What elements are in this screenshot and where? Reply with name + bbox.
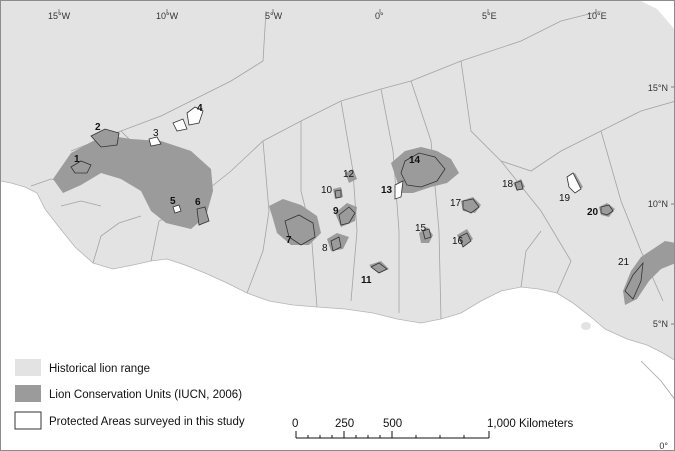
site-label-11: 11 (361, 275, 372, 286)
pa-20 (600, 204, 614, 216)
pa-6 (196, 206, 210, 226)
pa-3 (148, 136, 162, 147)
legend-label-protected-areas: Protected Areas surveyed in this study (49, 416, 245, 428)
pa-18 (514, 180, 524, 191)
scale-label-250: 250 (335, 418, 354, 430)
site-label-15: 15 (415, 223, 427, 234)
pa-19 (566, 172, 582, 194)
scale-label-0: 0 (292, 418, 298, 430)
legend-label-lcu: Lion Conservation Units (IUCN, 2006) (49, 389, 242, 401)
lon-label-5e: 5°E (482, 11, 497, 21)
site-label-4: 4 (197, 103, 203, 114)
graticule: 15°W 10°W 5°W 0° 5°E 10°E 15°N 10°N 5°N … (48, 9, 674, 451)
scale-bar (295, 431, 490, 439)
site-label-5: 5 (170, 196, 176, 207)
site-label-9: 9 (333, 206, 339, 217)
lat-label-0: 0° (659, 441, 668, 451)
legend-swatch-lcu (15, 385, 41, 402)
pa-10 (334, 189, 342, 199)
site-label-19: 19 (559, 193, 571, 204)
site-label-12: 12 (343, 169, 355, 180)
site-label-17: 17 (450, 198, 462, 209)
lon-label-10w: 10°W (156, 11, 179, 21)
site-label-13: 13 (381, 185, 393, 196)
pa-15 (422, 228, 432, 240)
lat-label-15n: 15°N (648, 83, 668, 93)
site-labels: 1 2 3 4 5 6 7 8 9 10 11 12 13 14 15 16 1… (74, 103, 630, 286)
scale-label-500: 500 (383, 418, 402, 430)
site-label-3: 3 (153, 128, 159, 139)
lcu-west (53, 136, 213, 229)
protected-areas (70, 106, 644, 300)
site-label-20: 20 (587, 207, 599, 218)
site-label-6: 6 (195, 197, 201, 208)
pa-16 (458, 232, 472, 248)
pa-9 (338, 206, 356, 226)
legend-swatch-protected-areas (14, 411, 42, 430)
site-label-14: 14 (409, 155, 421, 166)
pa-13 (394, 180, 404, 200)
lat-label-5n: 5°N (653, 319, 668, 329)
historical-lion-range (1, 1, 674, 360)
pa-8 (330, 236, 342, 252)
legend-label-historical-range: Historical lion range (49, 363, 150, 375)
lon-label-10e: 10°E (587, 11, 607, 21)
lon-label-15w: 15°W (48, 11, 71, 21)
pa-11 (370, 262, 388, 274)
pa-4b (172, 118, 188, 132)
site-label-7: 7 (286, 235, 292, 246)
pa-4a (186, 106, 204, 126)
pa-5 (172, 204, 182, 214)
legend-swatch-historical-range (15, 359, 41, 376)
lat-label-10n: 10°N (648, 199, 668, 209)
scale-label-1000-km: 1,000 Kilometers (487, 418, 574, 430)
lcu-12 (345, 169, 357, 183)
site-label-1: 1 (74, 154, 80, 165)
pa-1 (70, 160, 92, 174)
site-label-16: 16 (452, 236, 464, 247)
pa-21 (624, 261, 644, 300)
site-label-10: 10 (321, 185, 333, 196)
pa-2 (90, 128, 120, 148)
pa-7 (284, 214, 316, 246)
pa-14 (400, 152, 446, 188)
island-shape (581, 322, 591, 330)
pa-17 (462, 198, 480, 214)
lon-label-5w: 5°W (265, 11, 283, 21)
site-label-2: 2 (95, 122, 101, 133)
site-label-18: 18 (502, 179, 514, 190)
site-label-8: 8 (322, 243, 328, 254)
site-label-21: 21 (618, 257, 630, 268)
legend: Historical lion range Lion Conservation … (14, 359, 245, 430)
lon-label-0: 0° (375, 11, 384, 21)
